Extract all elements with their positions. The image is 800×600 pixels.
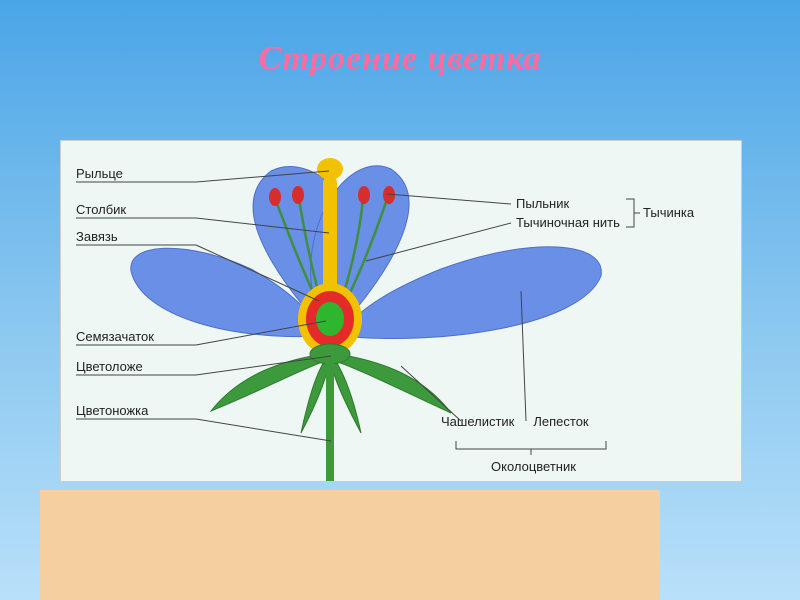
stamen-bracket <box>626 199 640 227</box>
label-sepal: Чашелистик <box>441 414 515 429</box>
sepals-group <box>211 344 451 481</box>
label-perianth: Околоцветник <box>491 459 576 474</box>
label-style: Столбик <box>76 202 126 217</box>
pedicel <box>326 359 334 481</box>
slide-title: Строение цветка <box>0 40 800 78</box>
label-receptacle: Цветоложе <box>76 359 143 374</box>
title-text: Строение цветка <box>258 40 541 77</box>
leader-pedicel-d <box>196 419 331 441</box>
label-pedicel: Цветоножка <box>76 403 149 418</box>
label-stigma: Рыльце <box>76 166 123 181</box>
anther-3 <box>358 186 370 204</box>
label-stamen: Тычинка <box>643 205 695 220</box>
anther-2 <box>292 186 304 204</box>
slide-background: Строение цветка <box>0 0 800 600</box>
anther-1 <box>269 188 281 206</box>
label-petal: Лепесток <box>533 414 589 429</box>
flower-diagram: Рыльце Столбик Завязь Семязачаток Цветоложе Ц… <box>61 141 741 481</box>
label-ovule: Семязачаток <box>76 329 154 344</box>
label-anther: Пыльник <box>516 196 569 211</box>
label-filament: Тычиночная нить <box>516 215 620 230</box>
perianth-bracket <box>456 441 606 455</box>
label-ovary: Завязь <box>76 229 118 244</box>
stigma <box>317 158 343 180</box>
diagram-panel: Рыльце Столбик Завязь Семязачаток Цветоложе Ц… <box>60 140 742 482</box>
bottom-accent <box>40 490 660 600</box>
ovule <box>316 302 344 336</box>
